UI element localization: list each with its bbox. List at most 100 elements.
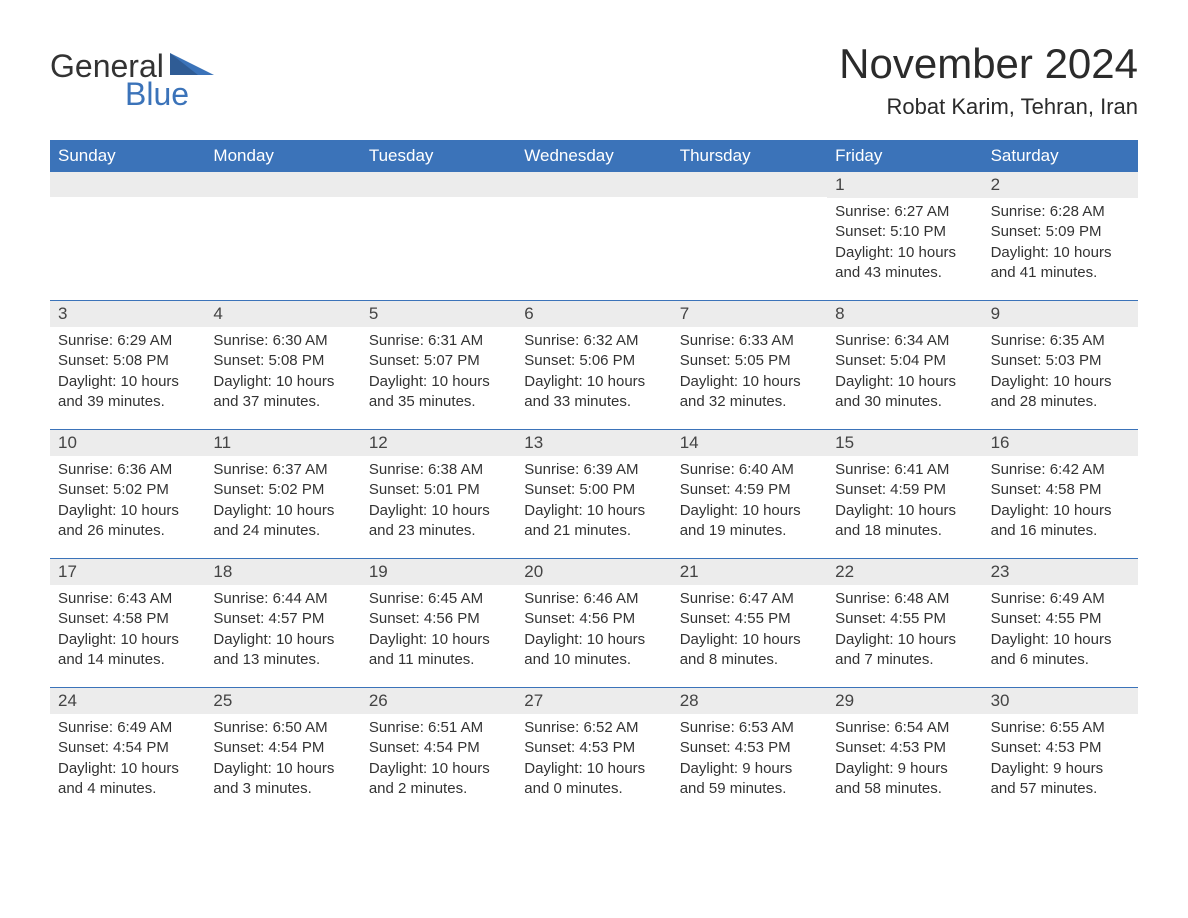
empty-day-bar (516, 172, 671, 197)
day-body: Sunrise: 6:36 AMSunset: 5:02 PMDaylight:… (50, 456, 205, 549)
day-body: Sunrise: 6:32 AMSunset: 5:06 PMDaylight:… (516, 327, 671, 420)
day-body: Sunrise: 6:54 AMSunset: 4:53 PMDaylight:… (827, 714, 982, 807)
daylight-text: Daylight: 10 hours and 24 minutes. (213, 501, 352, 542)
day-body: Sunrise: 6:27 AMSunset: 5:10 PMDaylight:… (827, 198, 982, 291)
day-body: Sunrise: 6:39 AMSunset: 5:00 PMDaylight:… (516, 456, 671, 549)
day-number: 14 (672, 430, 827, 456)
empty-day-bar (50, 172, 205, 197)
day-body: Sunrise: 6:45 AMSunset: 4:56 PMDaylight:… (361, 585, 516, 678)
daylight-text: Daylight: 10 hours and 28 minutes. (991, 372, 1130, 413)
day-cell (50, 172, 205, 300)
day-body: Sunrise: 6:47 AMSunset: 4:55 PMDaylight:… (672, 585, 827, 678)
day-body: Sunrise: 6:46 AMSunset: 4:56 PMDaylight:… (516, 585, 671, 678)
weekday-header-cell: Monday (205, 140, 360, 172)
day-number: 22 (827, 559, 982, 585)
day-body: Sunrise: 6:43 AMSunset: 4:58 PMDaylight:… (50, 585, 205, 678)
weekday-header-cell: Wednesday (516, 140, 671, 172)
day-body: Sunrise: 6:34 AMSunset: 5:04 PMDaylight:… (827, 327, 982, 420)
sunrise-text: Sunrise: 6:42 AM (991, 460, 1130, 480)
sunset-text: Sunset: 5:01 PM (369, 480, 508, 500)
day-number: 3 (50, 301, 205, 327)
sunrise-text: Sunrise: 6:45 AM (369, 589, 508, 609)
day-number: 21 (672, 559, 827, 585)
day-cell (672, 172, 827, 300)
day-number: 27 (516, 688, 671, 714)
week-row: 24Sunrise: 6:49 AMSunset: 4:54 PMDayligh… (50, 687, 1138, 816)
daylight-text: Daylight: 9 hours and 59 minutes. (680, 759, 819, 800)
day-body: Sunrise: 6:48 AMSunset: 4:55 PMDaylight:… (827, 585, 982, 678)
sunrise-text: Sunrise: 6:33 AM (680, 331, 819, 351)
sunrise-text: Sunrise: 6:37 AM (213, 460, 352, 480)
sunrise-text: Sunrise: 6:29 AM (58, 331, 197, 351)
day-cell (361, 172, 516, 300)
sunset-text: Sunset: 4:58 PM (991, 480, 1130, 500)
daylight-text: Daylight: 10 hours and 8 minutes. (680, 630, 819, 671)
day-body: Sunrise: 6:38 AMSunset: 5:01 PMDaylight:… (361, 456, 516, 549)
weekday-header-cell: Sunday (50, 140, 205, 172)
sunrise-text: Sunrise: 6:54 AM (835, 718, 974, 738)
day-body: Sunrise: 6:55 AMSunset: 4:53 PMDaylight:… (983, 714, 1138, 807)
day-number: 2 (983, 172, 1138, 198)
sunset-text: Sunset: 5:10 PM (835, 222, 974, 242)
day-number: 30 (983, 688, 1138, 714)
weekday-header-row: SundayMondayTuesdayWednesdayThursdayFrid… (50, 140, 1138, 172)
day-cell: 7 Sunrise: 6:33 AMSunset: 5:05 PMDaylight… (672, 301, 827, 429)
sunrise-text: Sunrise: 6:44 AM (213, 589, 352, 609)
day-cell: 27Sunrise: 6:52 AMSunset: 4:53 PMDayligh… (516, 688, 671, 816)
day-cell: 8Sunrise: 6:34 AMSunset: 5:04 PMDaylight… (827, 301, 982, 429)
sunset-text: Sunset: 4:53 PM (991, 738, 1130, 758)
day-cell: 16Sunrise: 6:42 AMSunset: 4:58 PMDayligh… (983, 430, 1138, 558)
sunset-text: Sunset: 4:58 PM (58, 609, 197, 629)
title-block: November 2024 Robat Karim, Tehran, Iran (839, 40, 1138, 120)
day-cell: 2Sunrise: 6:28 AMSunset: 5:09 PMDaylight… (983, 172, 1138, 300)
day-cell: 14Sunrise: 6:40 AMSunset: 4:59 PMDayligh… (672, 430, 827, 558)
day-body: Sunrise: 6:53 AMSunset: 4:53 PMDaylight:… (672, 714, 827, 807)
sunrise-text: Sunrise: 6:49 AM (58, 718, 197, 738)
sunset-text: Sunset: 4:55 PM (835, 609, 974, 629)
day-number: 23 (983, 559, 1138, 585)
sunset-text: Sunset: 4:53 PM (835, 738, 974, 758)
daylight-text: Daylight: 9 hours and 58 minutes. (835, 759, 974, 800)
sunrise-text: Sunrise: 6:31 AM (369, 331, 508, 351)
sunrise-text: Sunrise: 6:51 AM (369, 718, 508, 738)
day-number: 15 (827, 430, 982, 456)
day-cell: 29Sunrise: 6:54 AMSunset: 4:53 PMDayligh… (827, 688, 982, 816)
sunset-text: Sunset: 5:09 PM (991, 222, 1130, 242)
day-body: Sunrise: 6:37 AMSunset: 5:02 PMDaylight:… (205, 456, 360, 549)
day-cell: 28Sunrise: 6:53 AMSunset: 4:53 PMDayligh… (672, 688, 827, 816)
sunset-text: Sunset: 4:56 PM (524, 609, 663, 629)
weekday-header-cell: Friday (827, 140, 982, 172)
sunrise-text: Sunrise: 6:43 AM (58, 589, 197, 609)
day-number: 6 (516, 301, 671, 327)
day-cell: 10Sunrise: 6:36 AMSunset: 5:02 PMDayligh… (50, 430, 205, 558)
day-cell: 12Sunrise: 6:38 AMSunset: 5:01 PMDayligh… (361, 430, 516, 558)
day-number: 8 (827, 301, 982, 327)
day-number: 16 (983, 430, 1138, 456)
day-number: 29 (827, 688, 982, 714)
week-row: 10Sunrise: 6:36 AMSunset: 5:02 PMDayligh… (50, 429, 1138, 558)
sunrise-text: Sunrise: 6:34 AM (835, 331, 974, 351)
day-number: 25 (205, 688, 360, 714)
day-cell: 21Sunrise: 6:47 AMSunset: 4:55 PMDayligh… (672, 559, 827, 687)
day-body: Sunrise: 6:31 AMSunset: 5:07 PMDaylight:… (361, 327, 516, 420)
day-number: 7 (672, 301, 827, 327)
sunrise-text: Sunrise: 6:40 AM (680, 460, 819, 480)
calendar: SundayMondayTuesdayWednesdayThursdayFrid… (50, 140, 1138, 816)
weeks-container: 1Sunrise: 6:27 AMSunset: 5:10 PMDaylight… (50, 172, 1138, 816)
sunrise-text: Sunrise: 6:39 AM (524, 460, 663, 480)
sunrise-text: Sunrise: 6:38 AM (369, 460, 508, 480)
day-number: 18 (205, 559, 360, 585)
day-number: 4 (205, 301, 360, 327)
day-number: 20 (516, 559, 671, 585)
daylight-text: Daylight: 10 hours and 32 minutes. (680, 372, 819, 413)
sunset-text: Sunset: 4:59 PM (680, 480, 819, 500)
day-body: Sunrise: 6:49 AMSunset: 4:55 PMDaylight:… (983, 585, 1138, 678)
day-number: 12 (361, 430, 516, 456)
daylight-text: Daylight: 10 hours and 41 minutes. (991, 243, 1130, 284)
day-number: 1 (827, 172, 982, 198)
sunset-text: Sunset: 5:05 PM (680, 351, 819, 371)
daylight-text: Daylight: 10 hours and 13 minutes. (213, 630, 352, 671)
location-subtitle: Robat Karim, Tehran, Iran (839, 94, 1138, 120)
day-cell: 23Sunrise: 6:49 AMSunset: 4:55 PMDayligh… (983, 559, 1138, 687)
sunset-text: Sunset: 4:54 PM (58, 738, 197, 758)
